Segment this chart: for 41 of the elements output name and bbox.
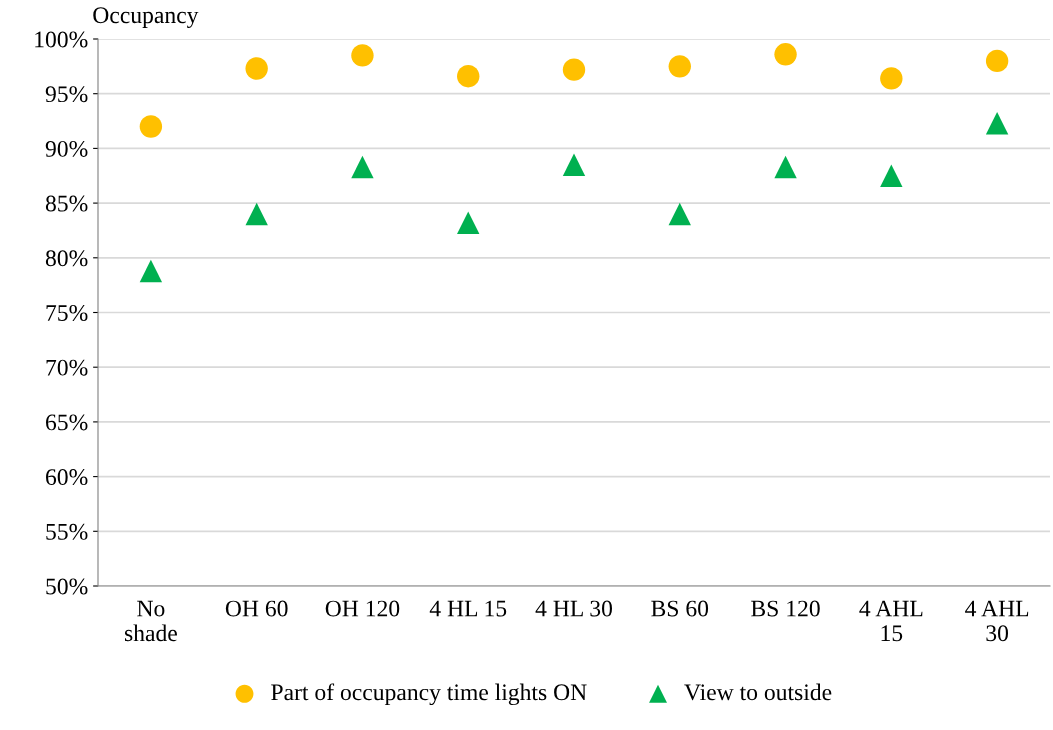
point xyxy=(457,211,480,234)
x-tick-label: 4 HL 15 xyxy=(429,600,507,617)
x-tick-label: OH 120 xyxy=(325,600,400,617)
point xyxy=(774,155,797,179)
y-tick-label: 80% xyxy=(45,250,88,267)
y-axis-title: Occupancy xyxy=(93,7,199,28)
y-tick-label: 55% xyxy=(46,523,88,540)
legend-label: Part of occupancy time lights ON xyxy=(271,683,587,706)
y-tick-label: 95% xyxy=(45,86,88,103)
point xyxy=(351,155,374,179)
legend-label: View to outside xyxy=(684,683,832,701)
point xyxy=(668,55,691,78)
point xyxy=(880,67,903,90)
y-tick-label: 75% xyxy=(46,304,88,321)
x-tick-label: 4 HL 30 xyxy=(535,600,613,617)
y-tick-label: 60% xyxy=(46,469,88,486)
x-tick-label: No shade xyxy=(124,600,177,642)
x-tick-label: 4 AHL 15 xyxy=(859,600,923,642)
point xyxy=(668,202,691,226)
y-tick-label: 70% xyxy=(46,359,88,376)
point xyxy=(457,65,480,88)
point xyxy=(139,115,163,138)
y-tick-label: 85% xyxy=(45,195,88,212)
point xyxy=(985,49,1009,73)
y-tick-label: 50% xyxy=(46,578,88,595)
point xyxy=(880,164,903,187)
point xyxy=(562,58,586,81)
x-tick-label: OH 60 xyxy=(225,600,288,617)
x-tick-label: BS 120 xyxy=(751,600,820,617)
x-tick-label: 4 AHL 30 xyxy=(965,600,1029,642)
point xyxy=(562,153,586,177)
point xyxy=(351,44,374,67)
point xyxy=(245,57,268,80)
x-tick-label: BS 60 xyxy=(651,600,709,617)
y-tick-label: 100% xyxy=(35,31,88,48)
y-tick-label: 90% xyxy=(45,140,88,157)
point xyxy=(774,43,797,66)
point xyxy=(985,112,1009,135)
point xyxy=(139,259,163,283)
y-tick-label: 65% xyxy=(46,414,88,431)
point xyxy=(245,202,268,226)
